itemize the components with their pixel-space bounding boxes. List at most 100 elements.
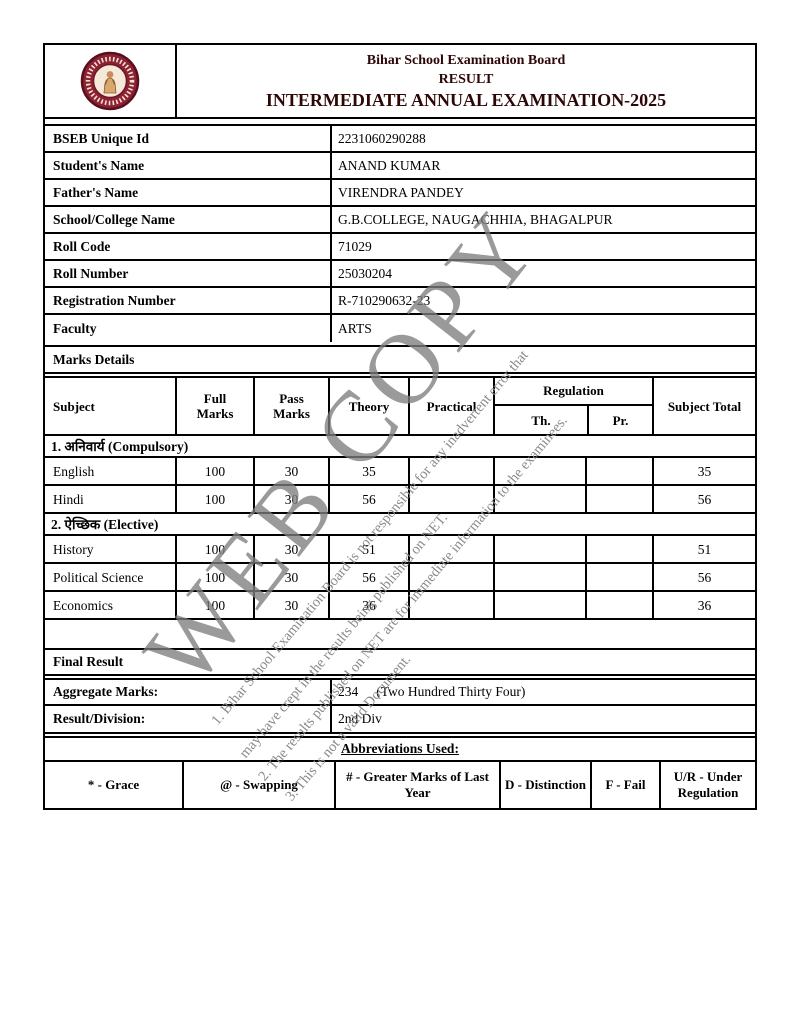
- column-header-pass-marks: Pass Marks: [253, 378, 328, 434]
- final-result-row: Final Result: [45, 648, 755, 676]
- title-block: Bihar School Examination Board RESULT IN…: [177, 45, 755, 117]
- regulation-th: [493, 592, 585, 618]
- detail-label: Student's Name: [45, 153, 332, 178]
- abbreviations-heading: Abbreviations Used:: [341, 741, 459, 756]
- column-header-pr: Pr.: [587, 406, 652, 434]
- table-row-political-science: Political Science 100 30 56 56: [45, 564, 755, 592]
- marks-table: Subject Full Marks Pass Marks Theory Pra…: [45, 376, 755, 645]
- table-row: Roll Code 71029: [45, 234, 755, 261]
- aggregate-marks-row: Aggregate Marks: 234 (Two Hundred Thirty…: [45, 678, 755, 706]
- subject-total: 56: [652, 486, 755, 512]
- full-marks: 100: [175, 458, 253, 484]
- aggregate-marks-value: 234 (Two Hundred Thirty Four): [332, 680, 755, 704]
- regulation-pr: [585, 564, 652, 590]
- theory-marks: 35: [328, 458, 408, 484]
- practical-marks: [408, 564, 493, 590]
- detail-value: ANAND KUMAR: [338, 157, 441, 173]
- pass-marks: 30: [253, 486, 328, 512]
- subject-name: English: [53, 463, 95, 479]
- subject-name: Political Science: [53, 569, 144, 585]
- abbrev-grace: * - Grace: [87, 777, 140, 792]
- marks-details-heading: Marks Details: [45, 345, 755, 374]
- subject-total: 35: [652, 458, 755, 484]
- practical-marks: [408, 458, 493, 484]
- result-division-row: Result/Division: 2nd Div: [45, 706, 755, 734]
- student-details-table: BSEB Unique Id 2231060290288 Student's N…: [45, 124, 755, 342]
- document-header: Bihar School Examination Board RESULT IN…: [45, 45, 755, 119]
- subject-name: History: [53, 541, 94, 557]
- board-name: Bihar School Examination Board: [366, 53, 566, 68]
- detail-label: Father's Name: [45, 180, 332, 205]
- practical-marks: [408, 486, 493, 512]
- logo-cell: [45, 45, 177, 117]
- empty-row: [45, 620, 755, 645]
- subject-total: 51: [652, 536, 755, 562]
- detail-value: 71029: [338, 238, 372, 254]
- regulation-pr: [585, 592, 652, 618]
- regulation-pr: [585, 458, 652, 484]
- pass-marks: 30: [253, 592, 328, 618]
- exam-heading: INTERMEDIATE ANNUAL EXAMINATION-2025: [265, 90, 667, 110]
- table-row: Student's Name ANAND KUMAR: [45, 153, 755, 180]
- full-marks: 100: [175, 592, 253, 618]
- section-compulsory: 1. अनिवार्य (Compulsory): [45, 436, 755, 458]
- regulation-pr: [585, 536, 652, 562]
- pass-marks: 30: [253, 564, 328, 590]
- detail-label: BSEB Unique Id: [45, 126, 332, 151]
- pass-marks: 30: [253, 458, 328, 484]
- abbrev-greater-marks: # - Greater Marks of Last Year: [334, 762, 499, 808]
- detail-value: R-710290632-23: [338, 292, 431, 308]
- column-header-theory: Theory: [328, 378, 408, 434]
- aggregate-marks-label: Aggregate Marks:: [45, 680, 332, 704]
- column-header-practical: Practical: [408, 378, 493, 434]
- practical-marks: [408, 536, 493, 562]
- full-marks: 100: [175, 536, 253, 562]
- theory-marks: 56: [328, 564, 408, 590]
- column-header-th: Th.: [531, 412, 551, 428]
- detail-label: School/College Name: [45, 207, 332, 232]
- table-row: School/College Name G.B.COLLEGE, NAUGACH…: [45, 207, 755, 234]
- pass-marks: 30: [253, 536, 328, 562]
- table-row: Faculty ARTS: [45, 315, 755, 342]
- theory-marks: 36: [328, 592, 408, 618]
- section-elective: 2. ऐच्छिक (Elective): [45, 514, 755, 536]
- detail-label: Registration Number: [45, 288, 332, 313]
- marks-table-header: Subject Full Marks Pass Marks Theory Pra…: [45, 378, 755, 436]
- regulation-th: [493, 564, 585, 590]
- subject-total: 56: [652, 564, 755, 590]
- abbrev-distinction: D - Distinction: [499, 762, 590, 808]
- detail-label: Roll Code: [45, 234, 332, 259]
- table-row-history: History 100 30 51 51: [45, 536, 755, 564]
- result-heading: RESULT: [438, 72, 494, 87]
- column-header-subject: Subject: [53, 398, 95, 414]
- detail-value: VIRENDRA PANDEY: [338, 184, 464, 200]
- detail-value: G.B.COLLEGE, NAUGACHHIA, BHAGALPUR: [338, 211, 613, 227]
- table-row-hindi: Hindi 100 30 56 56: [45, 486, 755, 514]
- theory-marks: 56: [328, 486, 408, 512]
- column-header-regulation-group: Regulation Th. Pr.: [493, 378, 652, 434]
- result-division-value: 2nd Div: [338, 711, 382, 726]
- table-row: Father's Name VIRENDRA PANDEY: [45, 180, 755, 207]
- abbreviations-heading-row: Abbreviations Used:: [45, 736, 755, 762]
- theory-marks: 51: [328, 536, 408, 562]
- table-row: BSEB Unique Id 2231060290288: [45, 126, 755, 153]
- detail-label: Faculty: [45, 315, 332, 342]
- table-row-english: English 100 30 35 35: [45, 458, 755, 486]
- detail-value: ARTS: [338, 320, 372, 336]
- detail-label: Roll Number: [45, 261, 332, 286]
- abbrev-fail: F - Fail: [590, 762, 659, 808]
- result-division-label: Result/Division:: [45, 706, 332, 732]
- subject-name: Economics: [53, 597, 113, 613]
- regulation-th: [493, 486, 585, 512]
- abbreviations-row: * - Grace @ - Swapping # - Greater Marks…: [45, 762, 755, 808]
- subject-name: Hindi: [53, 491, 84, 507]
- aggregate-number: 234: [338, 684, 359, 699]
- full-marks: 100: [175, 564, 253, 590]
- abbrev-swapping: @ - Swapping: [182, 762, 334, 808]
- table-row-economics: Economics 100 30 36 36: [45, 592, 755, 620]
- regulation-pr: [585, 486, 652, 512]
- aggregate-words: (Two Hundred Thirty Four): [376, 684, 526, 699]
- practical-marks: [408, 592, 493, 618]
- full-marks: 100: [175, 486, 253, 512]
